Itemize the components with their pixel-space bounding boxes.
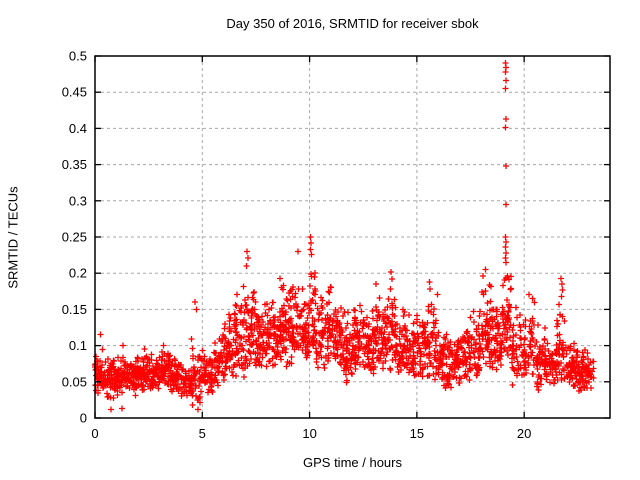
y-tick-label: 0.2 xyxy=(69,266,87,281)
y-tick-label: 0.5 xyxy=(69,49,87,64)
x-tick-label: 5 xyxy=(199,426,206,441)
y-tick-label: 0.1 xyxy=(69,338,87,353)
x-tick-label: 10 xyxy=(302,426,316,441)
chart-title: Day 350 of 2016, SRMTID for receiver sbo… xyxy=(226,16,479,31)
y-tick-label: 0 xyxy=(80,411,87,426)
y-tick-label: 0.35 xyxy=(62,157,87,172)
data-points xyxy=(92,60,597,413)
y-tick-label: 0.15 xyxy=(62,302,87,317)
y-tick-label: 0.3 xyxy=(69,193,87,208)
y-tick-label: 0.25 xyxy=(62,230,87,245)
x-tick-label: 15 xyxy=(410,426,424,441)
y-tick-label: 0.45 xyxy=(62,85,87,100)
y-tick-label: 0.05 xyxy=(62,374,87,389)
x-tick-label: 0 xyxy=(91,426,98,441)
x-tick-label: 20 xyxy=(517,426,531,441)
y-tick-label: 0.4 xyxy=(69,121,87,136)
x-axis-label: GPS time / hours xyxy=(303,455,402,470)
